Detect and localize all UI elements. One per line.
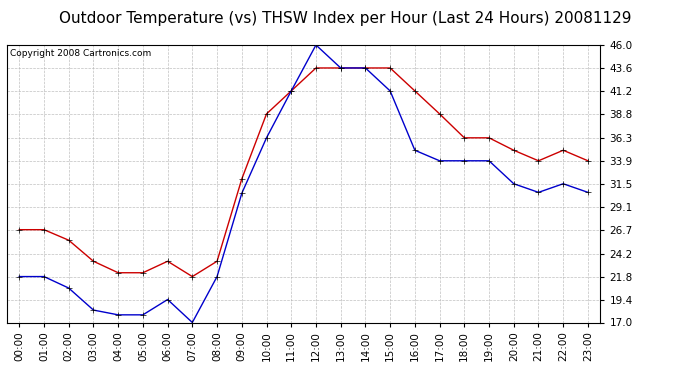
Text: Copyright 2008 Cartronics.com: Copyright 2008 Cartronics.com [10, 49, 151, 58]
Text: Outdoor Temperature (vs) THSW Index per Hour (Last 24 Hours) 20081129: Outdoor Temperature (vs) THSW Index per … [59, 11, 631, 26]
